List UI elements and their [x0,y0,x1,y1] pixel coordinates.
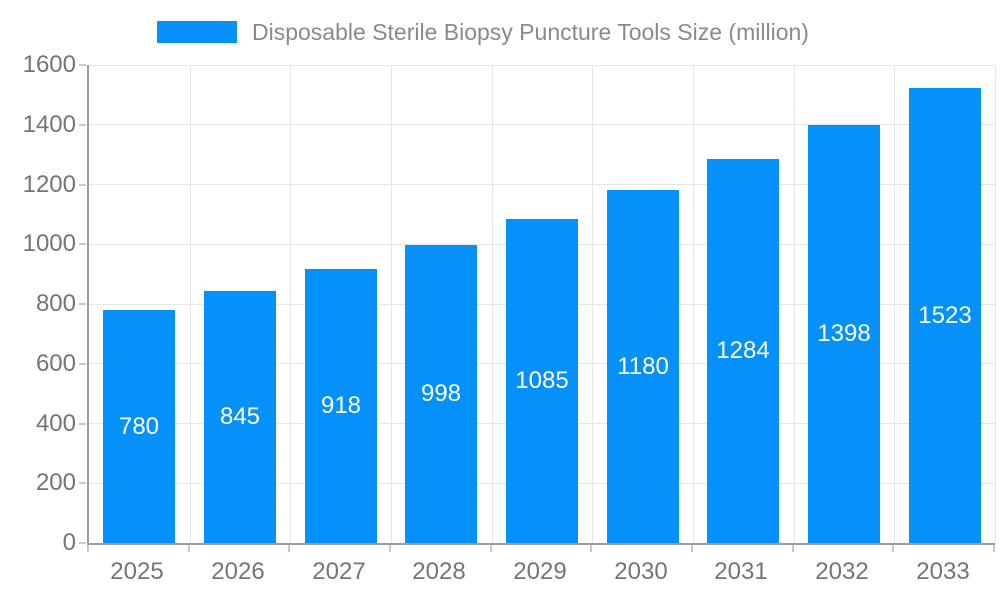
gridline-vertical [994,65,996,543]
y-tick-label: 1000 [22,230,76,258]
x-tick-mark [389,545,391,552]
gridline-horizontal [89,64,995,66]
y-tick-label: 200 [35,469,76,497]
x-tick-label: 2028 [412,558,466,585]
y-tick-mark [79,422,86,425]
x-tick-label: 2033 [916,558,970,585]
bar-value-label: 780 [118,413,160,440]
bar: 845 [204,291,276,543]
legend-label[interactable]: Disposable Sterile Biopsy Puncture Tools… [252,19,809,45]
gridline-vertical [692,65,694,543]
x-tick-label: 2029 [513,558,567,585]
x-tick-mark [792,545,794,552]
bar: 1180 [607,190,679,543]
x-tick-label: 2031 [714,558,768,585]
legend: Disposable Sterile Biopsy Puncture Tools… [0,0,1000,56]
bar: 1085 [506,219,578,543]
x-tick-mark [87,545,89,552]
y-tick-label: 1200 [22,170,76,198]
plot-area: 780 845 918 998 1085 1180 1284 1398 1523 [87,64,996,545]
y-tick-label: 1600 [22,51,76,78]
bar: 918 [305,269,377,543]
bar-value-label: 1180 [617,353,669,380]
gridline-vertical [189,65,191,543]
y-tick-mark [79,303,86,305]
legend-swatch[interactable] [157,21,237,43]
gridline-vertical [793,65,795,543]
bar-value-label: 918 [320,392,362,419]
bar: 1523 [909,88,981,543]
bar-value-label: 1085 [515,367,569,394]
x-tick-label: 2026 [211,558,265,585]
bar-value-label: 845 [219,403,261,430]
bar: 998 [405,245,477,543]
y-tick-mark [79,362,86,365]
x-tick-label: 2027 [312,558,366,585]
gridline-vertical [591,65,593,543]
gridline-vertical [893,65,895,543]
y-tick-mark [79,123,86,126]
x-tick-mark [993,545,995,552]
x-tick-mark [490,545,492,552]
gridline-vertical [390,65,392,543]
gridline-horizontal [89,184,995,185]
y-tick-mark [79,64,86,66]
x-tick-mark [188,545,190,552]
bar-value-label: 1523 [918,302,972,329]
bar-value-label: 1284 [716,337,770,364]
y-tick-label: 800 [35,290,76,317]
x-tick-label: 2030 [614,558,668,585]
bar: 780 [103,310,175,543]
gridline-vertical [289,65,291,543]
y-tick-mark [79,542,86,544]
y-tick-mark [79,183,86,186]
gridline-vertical [491,65,493,543]
y-tick-mark [79,482,86,485]
y-tick-label: 400 [35,409,76,437]
y-tick-label: 1400 [22,110,76,138]
x-tick-mark [892,545,894,552]
x-tick-label: 2025 [110,558,164,585]
bar-value-label: 1398 [817,320,871,347]
bar: 1284 [707,159,779,543]
bar-value-label: 998 [420,380,462,407]
x-tick-mark [691,545,693,552]
y-tick-label: 0 [62,529,76,556]
bar: 1398 [808,125,880,543]
x-tick-mark [590,545,592,552]
x-tick-label: 2032 [815,558,869,585]
gridline-horizontal [89,124,995,126]
y-tick-mark [79,243,86,246]
x-tick-mark [288,545,290,552]
y-tick-label: 600 [35,349,76,377]
